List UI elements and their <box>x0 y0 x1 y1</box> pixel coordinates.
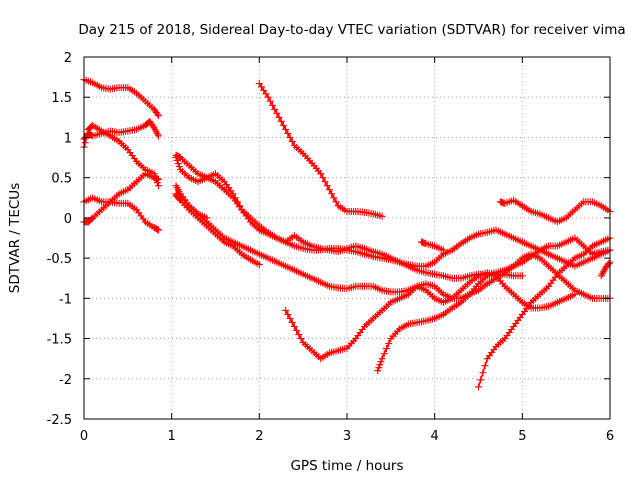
data-point <box>268 101 276 109</box>
data-point <box>153 225 161 233</box>
series-s8 <box>172 151 614 270</box>
series-s4 <box>80 170 163 226</box>
data-point <box>288 318 296 326</box>
data-point <box>153 110 161 118</box>
series-s16 <box>496 196 614 226</box>
data-point <box>286 133 294 141</box>
data-point <box>83 130 91 138</box>
data-point <box>174 160 182 168</box>
data-point <box>382 345 390 353</box>
data-point <box>439 246 447 254</box>
series-s15 <box>475 234 614 391</box>
data-point <box>378 355 386 363</box>
data-point <box>295 331 303 339</box>
x-axis-label: GPS time / hours <box>290 458 403 474</box>
data-point <box>605 260 613 268</box>
data-point <box>271 105 279 113</box>
data-point <box>571 290 579 298</box>
y-tick-labels: 2 1.5 1 0.5 0 -0.5 -1 -1.5 -2 -2.5 <box>47 51 72 428</box>
data-point <box>255 261 263 269</box>
y-tick-label: -0.5 <box>47 252 72 267</box>
data-point <box>321 178 329 186</box>
series-s11 <box>255 80 386 220</box>
x-tick-label: 2 <box>255 429 263 444</box>
series-s17 <box>597 258 614 280</box>
data-point <box>149 122 157 130</box>
data-point <box>264 93 272 101</box>
x-tick-labels: 0 1 2 3 4 5 6 <box>80 429 614 444</box>
data-point <box>328 190 336 198</box>
series-s10 <box>172 190 211 222</box>
data-point <box>377 358 385 366</box>
data-point <box>375 364 383 372</box>
data-point <box>284 129 292 137</box>
y-tick-label: 1.5 <box>51 91 72 106</box>
data-point <box>290 322 298 330</box>
data-point <box>297 335 305 343</box>
chart-title: Day 215 of 2018, Sidereal Day-to-day VTE… <box>78 22 625 38</box>
y-tick-label: 1 <box>64 131 72 146</box>
data-point <box>284 310 292 318</box>
data-point <box>319 174 327 182</box>
data-point <box>279 121 287 129</box>
data-point <box>155 132 163 140</box>
y-tick-label: 0.5 <box>51 172 72 187</box>
series-s13 <box>374 270 526 375</box>
data-point <box>332 198 340 206</box>
data-point <box>481 362 489 370</box>
x-tick-label: 4 <box>431 429 439 444</box>
x-tick-label: 0 <box>80 429 88 444</box>
data-point <box>266 97 274 105</box>
series-s14 <box>418 238 447 254</box>
data-point <box>323 182 331 190</box>
data-point <box>155 182 163 190</box>
data-point <box>275 113 283 121</box>
y-tick-label: 2 <box>64 51 72 66</box>
data-point <box>155 226 163 234</box>
data-point <box>330 194 338 202</box>
y-tick-label: -1 <box>59 292 72 307</box>
data-point <box>282 125 290 133</box>
data-point <box>385 340 393 348</box>
data-point <box>81 139 89 147</box>
data-point <box>273 109 281 117</box>
data-point <box>286 314 294 322</box>
data-point <box>376 361 384 369</box>
y-tick-label: -2 <box>59 373 72 388</box>
data-point <box>475 383 482 391</box>
x-tick-label: 5 <box>518 429 526 444</box>
series-layer <box>80 76 614 391</box>
data-point <box>378 212 386 220</box>
data-point <box>325 186 333 194</box>
y-tick-label: -2.5 <box>47 413 72 428</box>
x-tick-label: 6 <box>606 429 614 444</box>
data-point <box>477 376 485 384</box>
data-point <box>288 137 296 145</box>
data-point <box>203 214 211 222</box>
series-s2 <box>80 117 163 143</box>
data-point <box>380 350 388 358</box>
axis-ticks <box>83 56 611 420</box>
data-point <box>88 215 96 223</box>
data-point <box>518 272 526 280</box>
data-point <box>293 327 301 335</box>
grid <box>84 57 610 419</box>
data-point <box>374 367 382 375</box>
series-s9 <box>172 191 263 269</box>
data-point <box>317 170 325 178</box>
data-point <box>282 306 290 314</box>
data-point <box>175 163 183 171</box>
y-axis-label: SDTVAR / TECUs <box>7 183 23 293</box>
data-point <box>155 175 163 183</box>
y-tick-label: 0 <box>64 212 72 227</box>
data-point <box>277 117 285 125</box>
data-point <box>479 369 487 377</box>
x-tick-label: 1 <box>168 429 176 444</box>
series-s1 <box>80 76 163 120</box>
y-tick-label: -1.5 <box>47 333 72 348</box>
x-tick-label: 3 <box>343 429 351 444</box>
data-point <box>155 112 163 120</box>
